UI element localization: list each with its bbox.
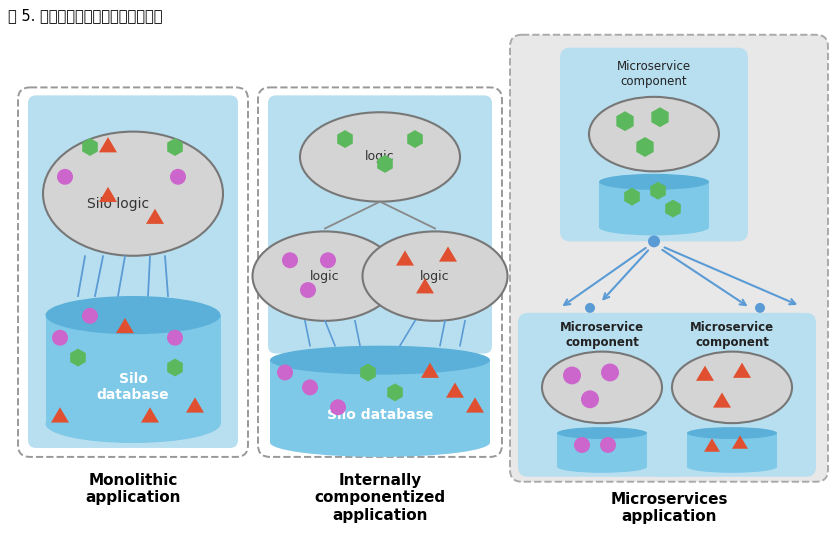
Ellipse shape xyxy=(43,132,223,256)
Circle shape xyxy=(755,303,765,313)
Circle shape xyxy=(574,437,590,453)
Ellipse shape xyxy=(672,352,792,423)
Circle shape xyxy=(300,282,316,298)
Polygon shape xyxy=(617,111,633,131)
Ellipse shape xyxy=(599,174,709,190)
Polygon shape xyxy=(270,360,490,442)
Circle shape xyxy=(563,367,581,384)
Polygon shape xyxy=(167,138,183,156)
Text: Silo database: Silo database xyxy=(327,408,433,422)
Polygon shape xyxy=(704,438,720,452)
Polygon shape xyxy=(387,383,403,401)
Polygon shape xyxy=(71,348,86,367)
Text: Silo
database: Silo database xyxy=(97,372,170,402)
Circle shape xyxy=(167,330,183,346)
Circle shape xyxy=(585,303,595,313)
FancyBboxPatch shape xyxy=(268,95,492,354)
Ellipse shape xyxy=(45,296,220,334)
Ellipse shape xyxy=(589,97,719,172)
Polygon shape xyxy=(651,107,669,127)
Circle shape xyxy=(82,308,98,324)
Polygon shape xyxy=(186,397,204,413)
Text: Microservices
application: Microservices application xyxy=(610,492,727,524)
Text: Monolithic
application: Monolithic application xyxy=(85,473,181,505)
Polygon shape xyxy=(396,250,414,266)
Ellipse shape xyxy=(557,427,647,439)
FancyBboxPatch shape xyxy=(560,48,748,241)
Polygon shape xyxy=(416,278,434,293)
Circle shape xyxy=(282,252,298,268)
Text: Microservice
component: Microservice component xyxy=(560,321,644,349)
Ellipse shape xyxy=(687,461,777,473)
Text: logic: logic xyxy=(365,151,395,163)
Text: Microservice
component: Microservice component xyxy=(617,59,691,87)
Circle shape xyxy=(600,437,616,453)
Circle shape xyxy=(57,169,73,185)
Polygon shape xyxy=(116,318,134,333)
Polygon shape xyxy=(624,188,640,206)
Polygon shape xyxy=(377,155,393,173)
Polygon shape xyxy=(732,435,748,449)
Polygon shape xyxy=(665,199,680,218)
Ellipse shape xyxy=(687,427,777,439)
Ellipse shape xyxy=(557,461,647,473)
Polygon shape xyxy=(99,137,117,152)
Polygon shape xyxy=(167,359,183,376)
Text: logic: logic xyxy=(310,270,340,282)
Text: Internally
componentized
application: Internally componentized application xyxy=(314,473,445,523)
Circle shape xyxy=(581,390,599,408)
Ellipse shape xyxy=(270,428,490,457)
Polygon shape xyxy=(360,363,375,382)
Polygon shape xyxy=(421,363,439,378)
Polygon shape xyxy=(439,247,457,262)
Ellipse shape xyxy=(45,405,220,443)
Polygon shape xyxy=(51,407,69,422)
Text: Microservice
component: Microservice component xyxy=(690,321,774,349)
Polygon shape xyxy=(466,397,484,413)
FancyBboxPatch shape xyxy=(518,313,686,477)
Polygon shape xyxy=(337,130,353,148)
Polygon shape xyxy=(650,182,666,199)
Polygon shape xyxy=(146,209,164,224)
Polygon shape xyxy=(82,138,97,156)
Polygon shape xyxy=(733,363,751,378)
FancyBboxPatch shape xyxy=(648,313,816,477)
Polygon shape xyxy=(696,366,714,381)
FancyBboxPatch shape xyxy=(510,35,828,482)
Polygon shape xyxy=(141,407,159,422)
Ellipse shape xyxy=(599,219,709,235)
Text: Silo logic: Silo logic xyxy=(87,197,149,211)
Circle shape xyxy=(52,330,68,346)
Polygon shape xyxy=(599,182,709,227)
Ellipse shape xyxy=(363,232,507,321)
Ellipse shape xyxy=(253,232,397,321)
Polygon shape xyxy=(446,383,464,398)
Ellipse shape xyxy=(542,352,662,423)
Circle shape xyxy=(330,399,346,415)
Circle shape xyxy=(320,252,336,268)
Circle shape xyxy=(170,169,186,185)
Text: logic: logic xyxy=(420,270,449,282)
Ellipse shape xyxy=(300,112,460,202)
Circle shape xyxy=(601,363,619,382)
Circle shape xyxy=(302,379,318,396)
Circle shape xyxy=(648,235,660,247)
Polygon shape xyxy=(99,187,117,202)
Polygon shape xyxy=(713,392,731,408)
Polygon shape xyxy=(45,315,220,424)
FancyBboxPatch shape xyxy=(28,95,238,448)
Polygon shape xyxy=(407,130,423,148)
Polygon shape xyxy=(557,433,647,467)
Polygon shape xyxy=(687,433,777,467)
Ellipse shape xyxy=(270,346,490,375)
Text: 图 5. 从单个庞大的应用程序到微服务: 图 5. 从单个庞大的应用程序到微服务 xyxy=(8,8,162,23)
Circle shape xyxy=(277,364,293,381)
Polygon shape xyxy=(637,137,654,157)
